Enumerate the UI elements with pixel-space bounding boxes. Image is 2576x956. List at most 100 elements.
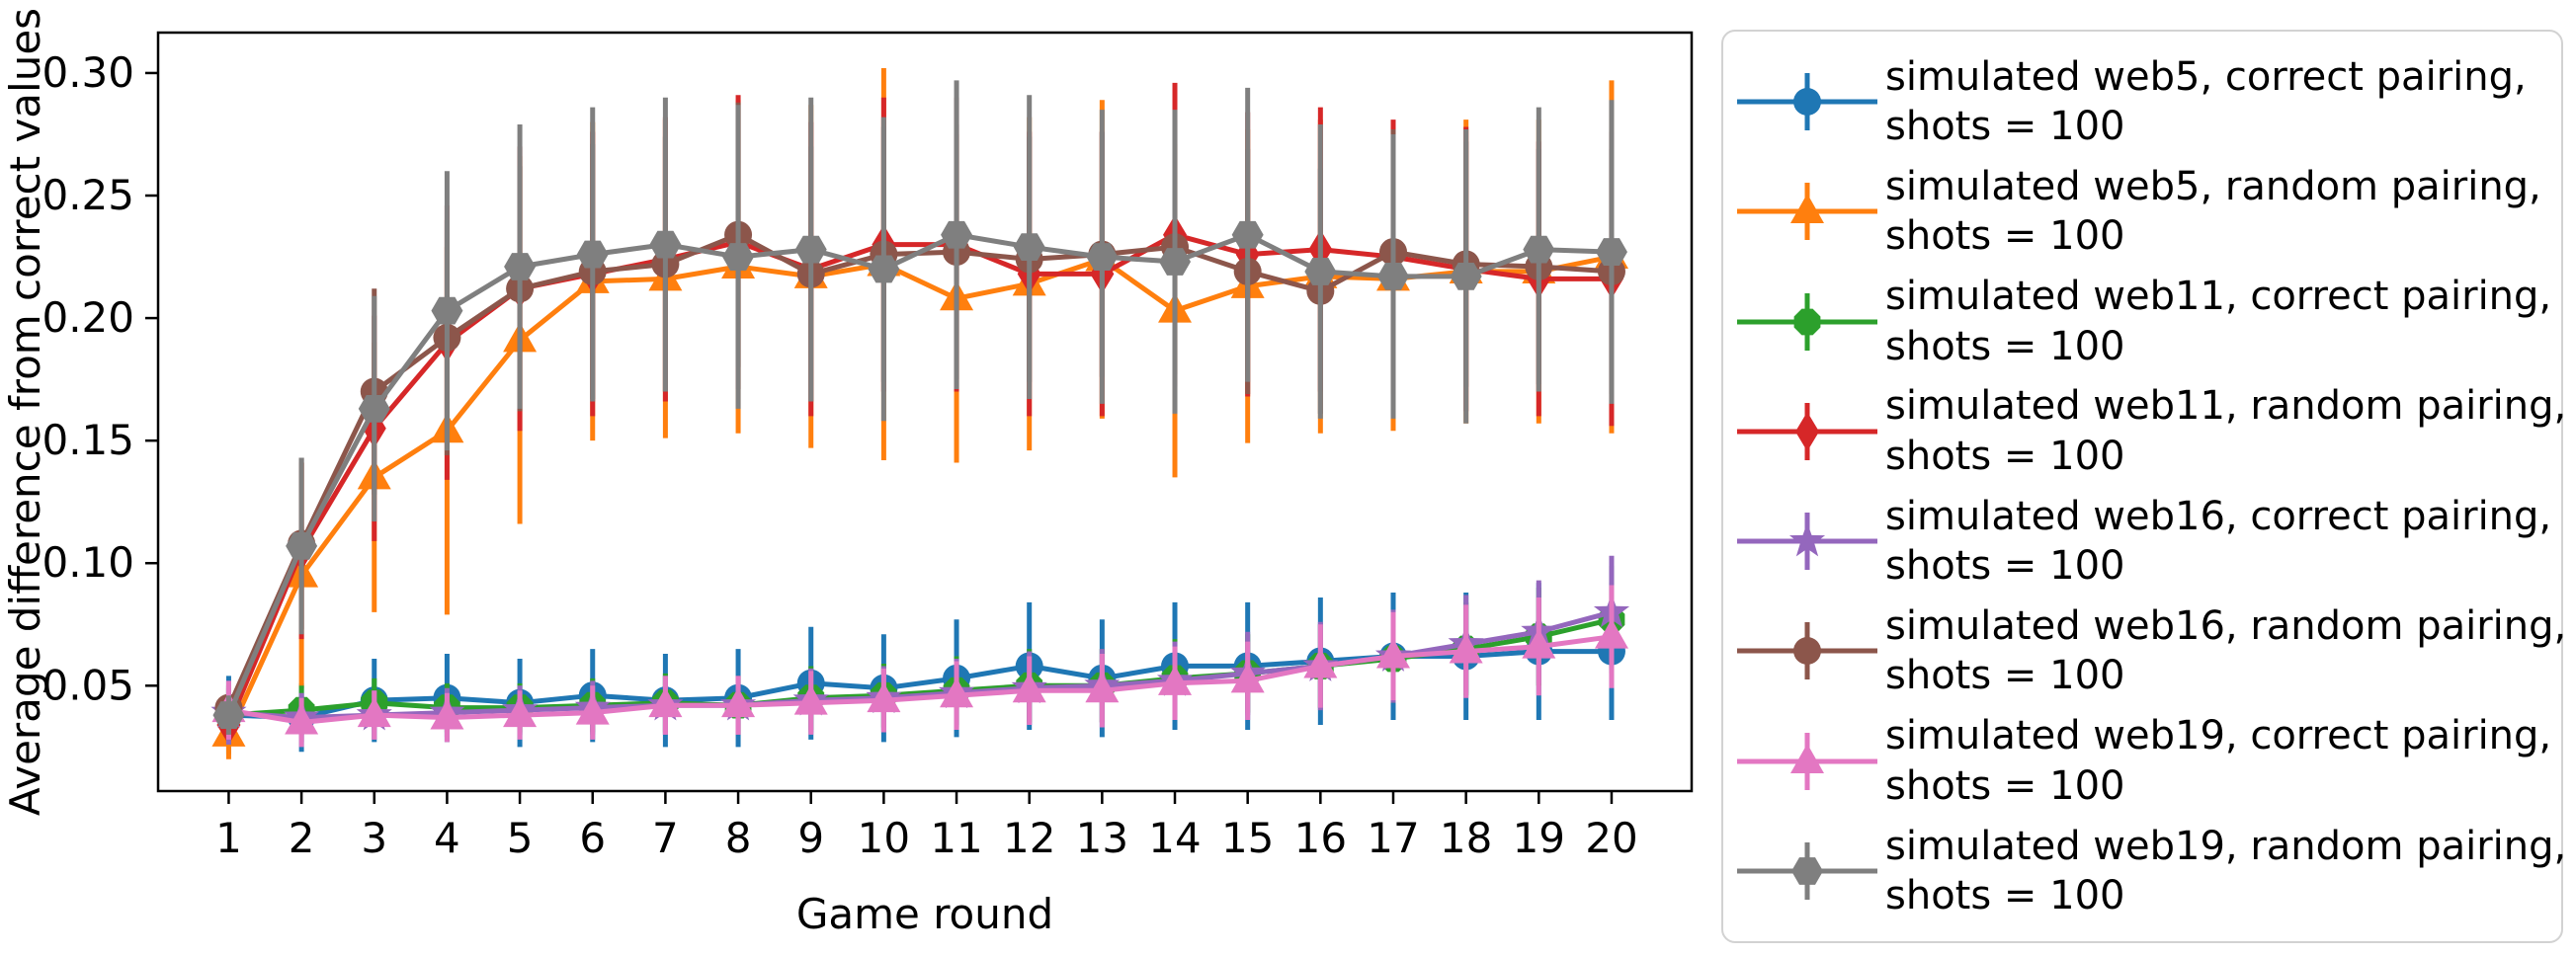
data-point-marker (503, 697, 538, 728)
plot-border (156, 31, 1694, 793)
data-point-marker (1013, 233, 1045, 262)
y-tick-label: 0.10 (42, 538, 134, 587)
y-tick-label: 0.15 (42, 416, 134, 464)
legend-item-web11-random: simulated web11, random pairing, shots = … (1729, 381, 2566, 481)
data-point-marker (575, 694, 610, 725)
legend-label: simulated web11, random pairing, shots = … (1885, 381, 2566, 481)
y-tick-label: 0.25 (42, 171, 134, 219)
y-tick-label: 0.20 (42, 293, 134, 342)
legend-label-line1: simulated web5, correct pairing, (1885, 53, 2527, 100)
legend-label-line1: simulated web5, random pairing, (1885, 163, 2541, 209)
x-tick-label: 15 (1221, 814, 1274, 862)
legend-item-web11-correct: simulated web11, correct pairing, shots =… (1729, 272, 2555, 371)
legend-marker-web5-correct (1737, 72, 1877, 130)
series-web5-correct (214, 583, 1625, 755)
x-tick-label: 18 (1440, 814, 1492, 862)
series-web16-random (214, 102, 1625, 728)
data-point-marker (1230, 663, 1265, 693)
legend-label-line2: shots = 100 (1885, 653, 2125, 699)
legend-marker-web5-random (1737, 183, 1877, 241)
x-tick-label: 17 (1367, 814, 1419, 862)
legend-label-line2: shots = 100 (1885, 872, 2125, 918)
legend-item-web5-correct: simulated web5, correct pairing, shots = … (1729, 52, 2555, 152)
series-web19-random (212, 80, 1627, 735)
data-point-marker (1085, 673, 1120, 703)
data-point-marker (286, 531, 318, 560)
data-point-marker (721, 687, 756, 718)
legend-marker-web16-random (1737, 622, 1877, 680)
data-point-marker (1375, 638, 1410, 669)
data-point-marker (357, 697, 391, 728)
x-tick-label: 13 (1076, 814, 1128, 862)
y-tick-label: 0.05 (42, 661, 134, 709)
legend-label: simulated web5, random pairing, shots = 1… (1885, 162, 2541, 262)
data-point-marker (648, 687, 683, 718)
data-point-marker (941, 220, 973, 249)
x-tick-label: 6 (579, 814, 606, 862)
x-axis-label: Game round (796, 890, 1053, 938)
x-tick-label: 11 (930, 814, 982, 862)
x-tick-label: 9 (797, 814, 824, 862)
legend-label-line2: shots = 100 (1885, 323, 2125, 369)
x-tick-label: 12 (1003, 814, 1055, 862)
legend-label-line1: simulated web11, correct pairing, (1885, 274, 2552, 320)
data-point-marker (212, 701, 245, 729)
data-point-marker (649, 230, 682, 259)
series-line (227, 634, 1613, 725)
data-point-marker (1086, 243, 1119, 271)
x-tick-label: 10 (858, 814, 910, 862)
legend-item-web19-correct: simulated web19, correct pairing, shots =… (1729, 711, 2555, 811)
series-web19-correct (211, 585, 1628, 748)
legend-label: simulated web16, random pairing, shots = … (1885, 601, 2566, 701)
x-tick-label: 14 (1148, 814, 1201, 862)
legend-label-line2: shots = 100 (1885, 762, 2125, 809)
x-tick-label: 16 (1294, 814, 1347, 862)
data-point-marker (940, 677, 974, 708)
legend-label-line2: shots = 100 (1885, 103, 2125, 149)
x-tick-label: 19 (1513, 814, 1565, 862)
legend-label-line2: shots = 100 (1885, 213, 2125, 260)
legend-marker-web11-correct (1737, 292, 1877, 351)
legend-label: simulated web11, correct pairing, shots =… (1885, 272, 2551, 371)
data-point-marker (867, 682, 901, 713)
legend-label: simulated web5, correct pairing, shots = … (1885, 52, 2527, 152)
data-point-marker (576, 240, 609, 269)
legend-label-line1: simulated web11, random pairing, (1885, 383, 2567, 430)
y-tick-label: 0.30 (42, 48, 134, 97)
x-tick-label: 20 (1585, 814, 1637, 862)
data-point-marker (1231, 220, 1264, 249)
x-tick-label: 4 (434, 814, 460, 862)
data-point-marker (358, 394, 390, 423)
x-tick-label: 8 (725, 814, 752, 862)
data-point-marker (1158, 665, 1193, 695)
legend-item-web19-random: simulated web19, random pairing, shots = … (1729, 822, 2566, 921)
data-point-marker (1450, 263, 1482, 290)
series-web11-random (216, 82, 1623, 746)
data-point-marker (431, 296, 463, 325)
legend-item-web16-random: simulated web16, random pairing, shots = … (1729, 601, 2566, 701)
legend-marker-web19-random (1737, 841, 1877, 900)
data-point-marker (1303, 648, 1338, 678)
legend-marker-web11-random (1737, 402, 1877, 460)
legend-label-line2: shots = 100 (1885, 433, 2125, 479)
legend-label-line1: simulated web16, random pairing, (1885, 603, 2567, 649)
data-point-marker (722, 243, 755, 271)
data-point-marker (1012, 673, 1046, 703)
legend-label-line1: simulated web19, correct pairing, (1885, 713, 2552, 759)
data-point-marker (1376, 263, 1409, 290)
axes: 0.050.100.150.200.250.301 2 3 4 5 6 7 8 9 10 11 12 1… (1, 8, 1694, 938)
legend-label: simulated web19, random pairing, shots = … (1885, 822, 2566, 921)
data-point-marker (793, 684, 828, 715)
data-point-marker (285, 704, 319, 735)
legend-item-web5-random: simulated web5, random pairing, shots = 1… (1729, 162, 2555, 262)
data-point-marker (1523, 235, 1555, 264)
data-point-marker (1449, 633, 1483, 664)
data-point-marker (1159, 248, 1192, 276)
data-point-marker (1522, 628, 1556, 659)
legend-box: simulated web5, correct pairing, shots = … (1721, 30, 2566, 943)
legend-label-line1: simulated web19, random pairing, (1885, 823, 2567, 869)
x-tick-label: 1 (215, 814, 242, 862)
